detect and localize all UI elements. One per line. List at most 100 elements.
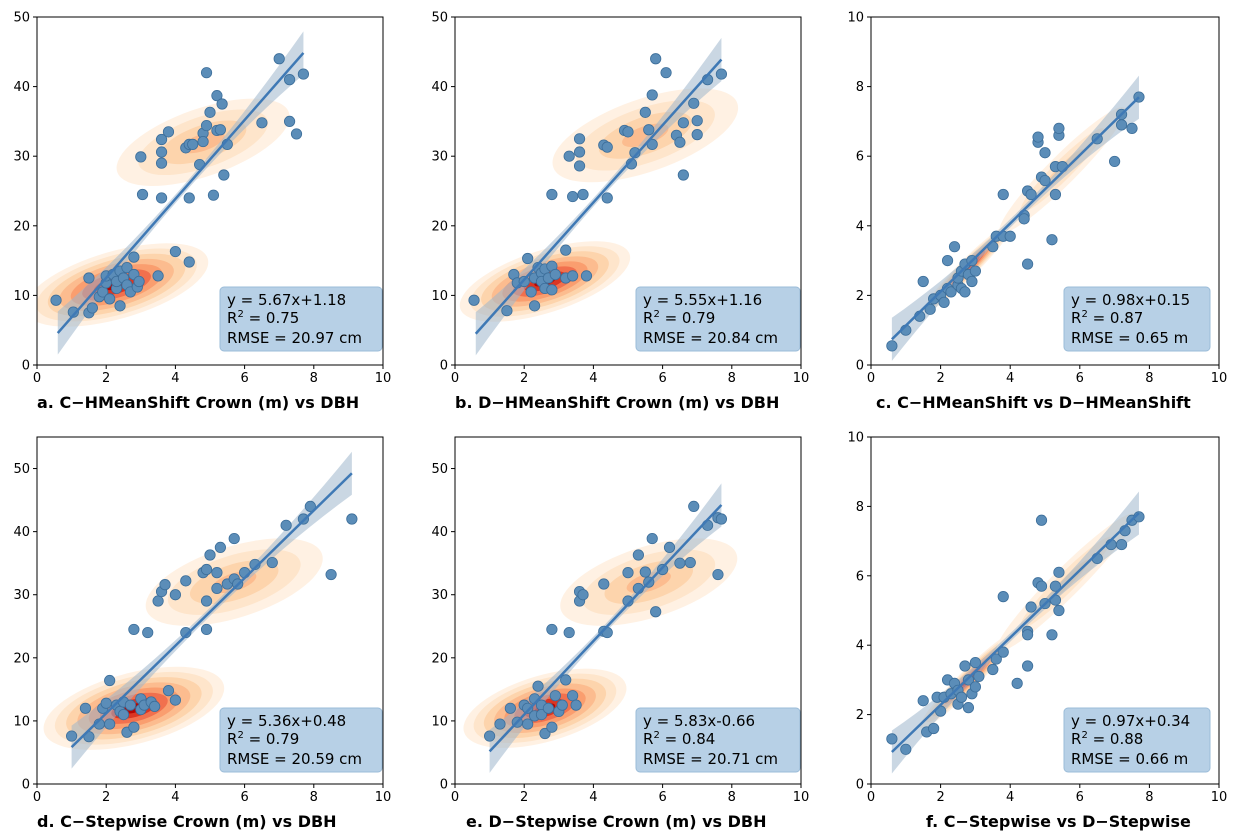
data-point [650,606,662,618]
y-tick-label: 50 [431,11,448,26]
data-point [928,722,940,735]
data-point [549,268,561,281]
data-point [1046,629,1058,641]
y-tick-label: 10 [431,714,448,729]
fit-line [474,58,723,335]
stats-box: y = 0.98x+0.15 R2 = 0.87 RMSE = 0.65 m [1063,286,1211,352]
stats-equation: y = 0.97x+0.34 [1071,712,1190,730]
data-point [216,98,228,110]
data-point [180,626,192,639]
data-point [549,690,561,702]
data-point [104,718,116,730]
x-tick-label: 10 [793,790,810,805]
plot-frame [36,16,384,366]
panel-caption: d. C−Stepwise Crown (m) vs DBH [37,812,337,831]
y-tick-label: 40 [431,80,448,95]
data-point [601,141,613,153]
x-tick-label: 4 [1006,371,1014,386]
data-point [149,700,161,712]
plot-frame [870,16,1220,366]
y-tick-label: 20 [431,219,448,234]
data-point [187,138,199,150]
x-tick-label: 8 [310,790,318,805]
data-point [86,302,98,314]
data-point [1025,601,1037,613]
panel-e: 0 2 4 6 8 10 0 10 20 30 40 50 y = 5.83x-0.66 R2 = 0… [431,436,810,831]
data-point [573,160,586,172]
fit-line [56,52,305,334]
data-point [152,270,164,282]
panel-caption: b. D−HMeanShift Crown (m) vs DBH [455,393,779,412]
data-point [570,699,582,711]
x-tick-label: 10 [375,371,392,386]
data-point [691,115,703,127]
data-point [969,265,982,277]
y-tick-label: 0 [22,778,30,793]
y-tick-label: 2 [856,289,864,304]
data-point [290,128,303,140]
data-point [180,575,192,587]
x-tick-label: 2 [102,790,110,805]
data-point [133,275,145,288]
y-tick-label: 10 [847,11,864,26]
data-point [969,681,982,693]
stats-rmse: RMSE = 20.59 cm [227,750,362,768]
data-point [504,702,516,714]
regression-line [70,472,353,749]
data-point [677,117,689,129]
data-point [997,188,1009,201]
stats-r-squared: R2 = 0.75 [227,309,299,327]
x-tick-label: 2 [520,790,528,805]
y-tick-label: 6 [856,150,864,165]
x-tick-label: 0 [451,790,459,805]
data-point [598,578,610,590]
x-tick-label: 4 [1006,790,1014,805]
data-point [104,674,116,687]
data-point [1115,538,1128,551]
y-tick-label: 40 [431,525,448,540]
panel-d: 0 2 4 6 8 10 0 10 20 30 40 50 y = 5.36x+0.48 R2 = 0… [13,436,391,831]
data-point [684,556,696,569]
data-point [917,275,929,288]
data-point [79,702,92,714]
x-tick-label: 10 [1211,371,1228,386]
data-point [546,623,558,636]
stats-r-squared: R2 = 0.84 [643,730,715,748]
data-point [973,670,985,683]
stats-box: y = 5.55x+1.16 R2 = 0.79 RMSE = 20.84 cm [635,286,801,352]
x-tick-label: 2 [102,371,110,386]
axes: 0 2 4 6 8 10 0 10 20 30 40 50 [13,436,391,805]
data-point [256,117,268,129]
stats-r-squared: R2 = 0.79 [227,730,299,748]
stats-box: y = 0.97x+0.34 R2 = 0.88 RMSE = 0.66 m [1063,707,1211,773]
data-point [643,124,655,136]
y-tick-label: 0 [856,359,864,374]
y-tick-label: 0 [22,359,30,374]
stats-equation: y = 5.67x+1.18 [227,291,346,309]
y-tick-label: 50 [431,462,448,477]
y-tick-label: 0 [440,359,448,374]
data-point [997,591,1009,603]
stats-r-squared: R2 = 0.79 [643,309,715,327]
stats-box-background [219,286,383,352]
y-tick-label: 0 [440,778,448,793]
data-point [152,595,164,607]
data-point [715,513,728,525]
y-tick-label: 30 [431,150,448,165]
data-point [542,702,555,714]
stats-r-squared: R2 = 0.88 [1071,730,1143,748]
data-point [1004,230,1016,242]
data-point [169,245,181,258]
data-point [1011,677,1023,689]
y-tick-label: 50 [13,11,30,26]
panel-c: 0 2 4 6 8 10 0 2 4 6 8 10 y = 0.98x+0.15 R2 = 0.87 … [847,11,1227,413]
y-tick-label: 40 [13,80,30,95]
y-tick-label: 10 [847,431,864,446]
data-point [155,133,168,146]
x-tick-label: 2 [936,371,944,386]
stats-box-background [1063,286,1211,352]
data-point [632,549,644,561]
data-point [1053,122,1065,134]
data-point [200,119,213,132]
data-point [573,146,586,158]
